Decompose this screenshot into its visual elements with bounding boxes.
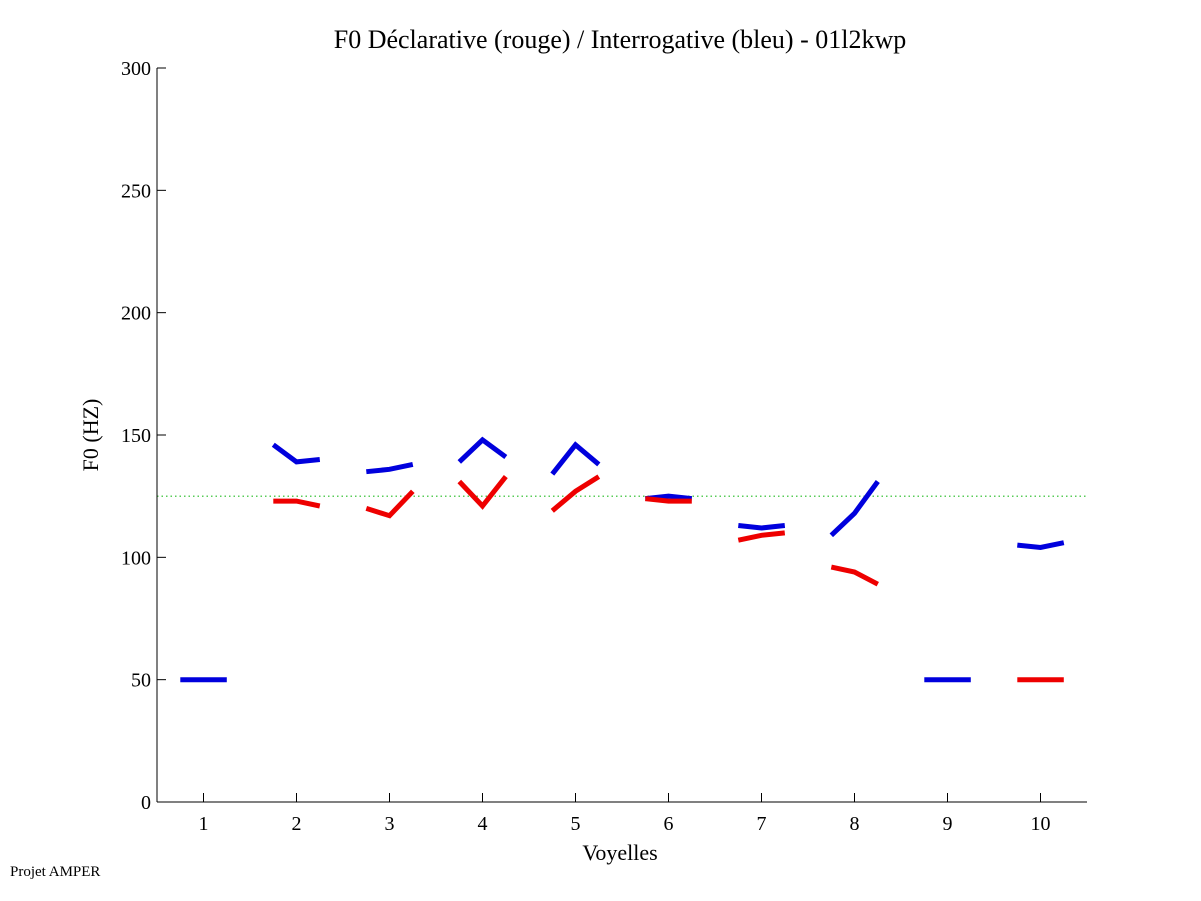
series-declarative [273,474,1064,683]
y-tick-label: 50 [131,670,151,692]
y-axis-label: F0 (HZ) [78,399,103,472]
y-tick-label: 200 [121,303,151,325]
declarative-segment-v7 [737,530,786,543]
axes [156,68,1087,803]
declarative-segment-v5 [550,474,601,513]
chart-title: F0 Déclarative (rouge) / Interrogative (… [334,25,907,54]
interrogative-segment-v3 [366,461,414,475]
footer-credit: Projet AMPER [10,864,101,880]
x-tick-label: 4 [478,813,488,835]
x-tick-label: 3 [385,813,395,835]
declarative-segment-v8 [830,564,879,587]
interrogative-segment-v4 [457,436,508,464]
x-tick-label: 10 [1031,813,1051,835]
declarative-segment-v6 [645,496,692,504]
series-interrogative [180,436,1065,683]
x-ticks: 1 2 3 4 5 6 7 8 9 10 [199,793,1051,835]
declarative-segment-v3 [365,489,415,519]
x-tick-label: 7 [757,813,767,835]
y-tick-label: 150 [121,425,151,447]
interrogative-segment-v5 [550,441,601,476]
interrogative-segment-v10 [1017,540,1065,551]
x-tick-label: 2 [292,813,302,835]
y-tick-label: 0 [141,792,151,814]
y-tick-label: 300 [121,58,151,80]
interrogative-segment-v8 [829,480,880,538]
declarative-segment-v4 [457,475,508,510]
x-tick-label: 1 [199,813,209,835]
x-tick-label: 5 [571,813,581,835]
series-layer [180,436,1065,683]
x-tick-label: 8 [850,813,860,835]
y-ticks: 0 50 100 150 200 250 300 [121,58,166,814]
x-tick-label: 9 [943,813,953,835]
x-tick-label: 6 [664,813,674,835]
plot-area [157,68,1087,802]
declarative-segment-v2 [273,498,321,509]
interrogative-segment-v2 [271,442,321,465]
y-tick-label: 100 [121,547,151,569]
x-axis-label: Voyelles [582,840,657,865]
interrogative-segment-v7 [738,523,786,531]
y-tick-label: 250 [121,180,151,202]
